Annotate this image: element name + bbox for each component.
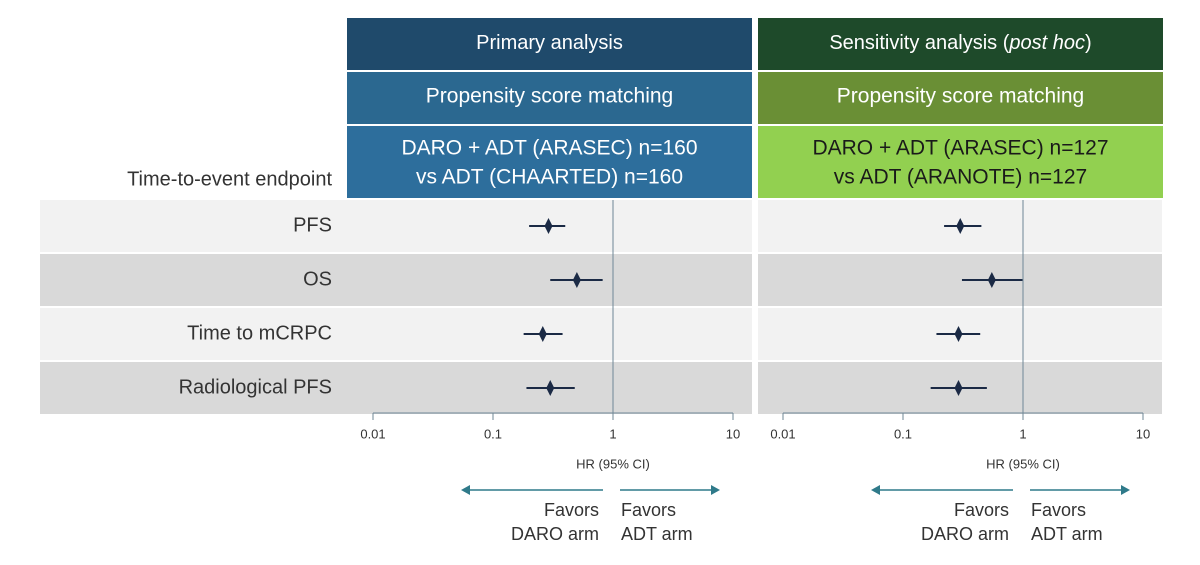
favors-right: Favors bbox=[621, 500, 676, 520]
header-subtitle-bg bbox=[758, 72, 1163, 124]
row-band bbox=[758, 254, 1162, 306]
header-comparison-bg bbox=[758, 126, 1163, 198]
header-title-bg bbox=[347, 18, 752, 70]
row-header: Time-to-event endpoint bbox=[127, 168, 332, 190]
x-axis-label: HR (95% CI) bbox=[576, 456, 650, 471]
x-tick-label: 0.1 bbox=[894, 426, 912, 441]
hr-marker bbox=[956, 218, 965, 234]
panel-title: Sensitivity analysis (post hoc) bbox=[829, 32, 1091, 54]
title-run: Primary analysis bbox=[476, 32, 623, 54]
arrow-head bbox=[711, 485, 720, 495]
title-run: Sensitivity analysis ( bbox=[829, 32, 1009, 54]
x-tick-label: 1 bbox=[609, 426, 616, 441]
comparison-line: vs ADT (ARANOTE) n=127 bbox=[834, 166, 1087, 189]
arrow-head bbox=[1121, 485, 1130, 495]
favors-left: Favors bbox=[544, 500, 599, 520]
panel-subtitle: Propensity score matching bbox=[837, 85, 1084, 108]
row-band bbox=[40, 200, 752, 252]
favors-right: ADT arm bbox=[621, 524, 693, 544]
hr-marker bbox=[572, 272, 581, 288]
hr-marker bbox=[954, 326, 963, 342]
endpoint-label: Radiological PFS bbox=[179, 376, 332, 398]
header-title-bg bbox=[758, 18, 1163, 70]
panel-subtitle: Propensity score matching bbox=[426, 85, 673, 108]
row-band bbox=[40, 254, 752, 306]
endpoint-label: PFS bbox=[293, 214, 332, 236]
favors-right: ADT arm bbox=[1031, 524, 1103, 544]
x-tick-label: 1 bbox=[1019, 426, 1026, 441]
hr-marker bbox=[954, 380, 963, 396]
header-subtitle-bg bbox=[347, 72, 752, 124]
hr-marker bbox=[987, 272, 996, 288]
header-comparison-bg bbox=[347, 126, 752, 198]
x-axis-label: HR (95% CI) bbox=[986, 456, 1060, 471]
arrow-head bbox=[871, 485, 880, 495]
x-tick-label: 0.01 bbox=[770, 426, 795, 441]
hr-marker bbox=[544, 218, 553, 234]
row-band bbox=[40, 308, 752, 360]
x-tick-label: 0.01 bbox=[360, 426, 385, 441]
x-tick-label: 0.1 bbox=[484, 426, 502, 441]
panel-title: Primary analysis bbox=[476, 32, 623, 54]
x-tick-label: 10 bbox=[726, 426, 740, 441]
favors-left: Favors bbox=[954, 500, 1009, 520]
favors-right: Favors bbox=[1031, 500, 1086, 520]
title-run: post hoc bbox=[1008, 32, 1085, 54]
comparison-line: DARO + ADT (ARASEC) n=127 bbox=[812, 137, 1108, 160]
hr-marker bbox=[546, 380, 555, 396]
comparison-line: vs ADT (CHAARTED) n=160 bbox=[416, 166, 683, 189]
favors-left: DARO arm bbox=[921, 524, 1009, 544]
title-run: ) bbox=[1085, 32, 1092, 54]
endpoint-label: OS bbox=[303, 268, 332, 290]
hr-marker bbox=[538, 326, 547, 342]
comparison-line: DARO + ADT (ARASEC) n=160 bbox=[401, 137, 697, 160]
arrow-head bbox=[461, 485, 470, 495]
endpoint-label: Time to mCRPC bbox=[187, 322, 332, 344]
favors-left: DARO arm bbox=[511, 524, 599, 544]
x-tick-label: 10 bbox=[1136, 426, 1150, 441]
row-band bbox=[40, 362, 752, 414]
